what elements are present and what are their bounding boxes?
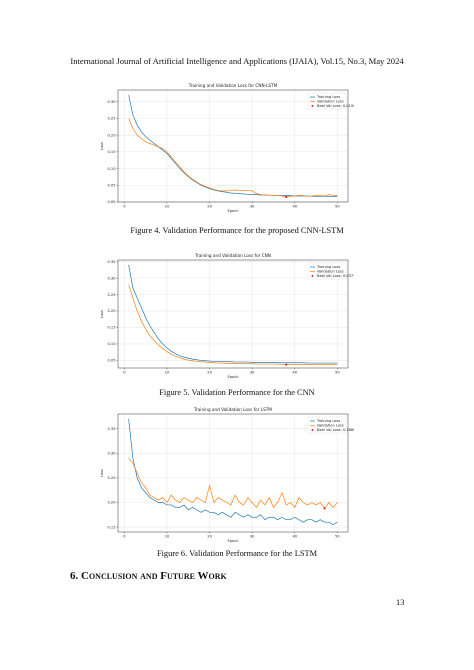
chart-title: Training and Validation Loss for LSTM (193, 407, 272, 412)
y-tick-label: 0.10 (107, 167, 116, 171)
y-tick-label: 0.25 (107, 293, 115, 297)
x-tick-label: 10 (165, 371, 170, 375)
x-tick-label: 20 (207, 205, 212, 209)
page-number: 13 (396, 598, 405, 607)
x-tick-label: 30 (250, 371, 255, 375)
y-tick-label: 0.25 (107, 117, 115, 121)
y-tick-label: 0.25 (107, 476, 115, 480)
figure: Training and Validation Loss for CNN 0 10 2… (100, 253, 354, 379)
x-tick-label: 50 (335, 535, 340, 539)
x-tick-label: 50 (335, 205, 340, 209)
legend-label: Training Loss (316, 265, 340, 269)
legend-label: Best Val Loss: 0.1880 (317, 428, 354, 432)
x-tick-label: 40 (292, 371, 297, 375)
x-tick-label: 30 (250, 535, 255, 539)
x-tick-label: 30 (250, 205, 255, 209)
y-tick-label: 0.15 (107, 525, 115, 529)
legend-label: Validation Loss (317, 100, 344, 104)
y-tick-label: 0.35 (107, 427, 115, 431)
x-tick-label: 40 (292, 205, 297, 209)
y-axis-label: Loss (100, 142, 104, 150)
caption: Figure 6. Validation Performance for the… (156, 549, 318, 558)
best-marker (285, 195, 288, 199)
legend-label: Best Val Loss: 0.0373 (317, 274, 354, 278)
chart-title: Training and Validation Loss for CNN-LST… (188, 83, 278, 88)
legend-box (307, 262, 347, 280)
legend-label: Validation Loss (317, 424, 344, 428)
line (128, 264, 338, 364)
running-header: International Journal of Artificial Inte… (70, 56, 404, 66)
x-tick-label: 40 (292, 535, 297, 539)
y-tick-label: 0.20 (107, 501, 116, 505)
x-tick-label: 10 (165, 535, 170, 539)
legend-swatch (311, 275, 314, 277)
legend-box (307, 416, 347, 434)
figure: Training and Validation Loss for CNN-LST… (100, 83, 354, 213)
legend-label: Training Loss (316, 419, 340, 423)
line (128, 284, 338, 365)
x-axis-label: Epoch (227, 209, 238, 213)
line (128, 458, 338, 509)
y-tick-label: 0.30 (107, 452, 116, 456)
legend-label: Best Val Loss: 0.0150 (317, 104, 354, 108)
x-axis-label: Epoch (227, 539, 238, 543)
x-tick-label: 0 (123, 371, 126, 375)
best-marker (323, 507, 326, 510)
y-tick-label: 0.10 (107, 342, 116, 346)
y-tick-label: 0.20 (107, 309, 116, 313)
chart-title: Training and Validation Loss for CNN (194, 253, 271, 258)
line (128, 118, 338, 198)
y-axis-label: Loss (100, 469, 104, 477)
legend-label: Training Loss (316, 95, 340, 99)
x-tick-label: 0 (123, 205, 126, 209)
y-tick-label: 0.30 (107, 276, 116, 280)
legend-swatch (311, 105, 314, 107)
line (128, 94, 338, 198)
legend-swatch (311, 429, 314, 431)
best-marker (285, 363, 288, 366)
x-tick-label: 20 (207, 535, 212, 539)
plot-frame (117, 413, 349, 533)
x-axis-label: Epoch (227, 375, 238, 379)
x-tick-label: 0 (123, 535, 126, 539)
x-tick-label: 10 (165, 205, 170, 209)
y-tick-label: 0.05 (107, 183, 115, 187)
legend-box (307, 92, 347, 110)
y-tick-label: 0.15 (107, 150, 115, 154)
plot-frame (117, 259, 349, 369)
caption: Figure 5. Validation Performance for the… (159, 388, 315, 397)
legend-label: Validation Loss (317, 270, 344, 274)
caption: Figure 4. Validation Performance for the… (130, 226, 344, 235)
x-tick-label: 20 (207, 371, 212, 375)
y-axis-label: Loss (100, 310, 104, 318)
figure: Training and Validation Loss for LSTM 0 10… (100, 407, 354, 543)
y-tick-label: 0.30 (107, 100, 116, 104)
y-tick-label: 0.15 (107, 326, 115, 330)
y-tick-label: 0.35 (107, 260, 115, 264)
y-tick-label: 0.00 (107, 200, 116, 204)
section-heading: 6. Conclusion and Future Work (70, 570, 227, 582)
y-tick-label: 0.05 (107, 359, 115, 363)
y-tick-label: 0.20 (107, 133, 116, 137)
line (128, 418, 338, 526)
plot-frame (117, 89, 349, 203)
x-tick-label: 50 (335, 371, 340, 375)
